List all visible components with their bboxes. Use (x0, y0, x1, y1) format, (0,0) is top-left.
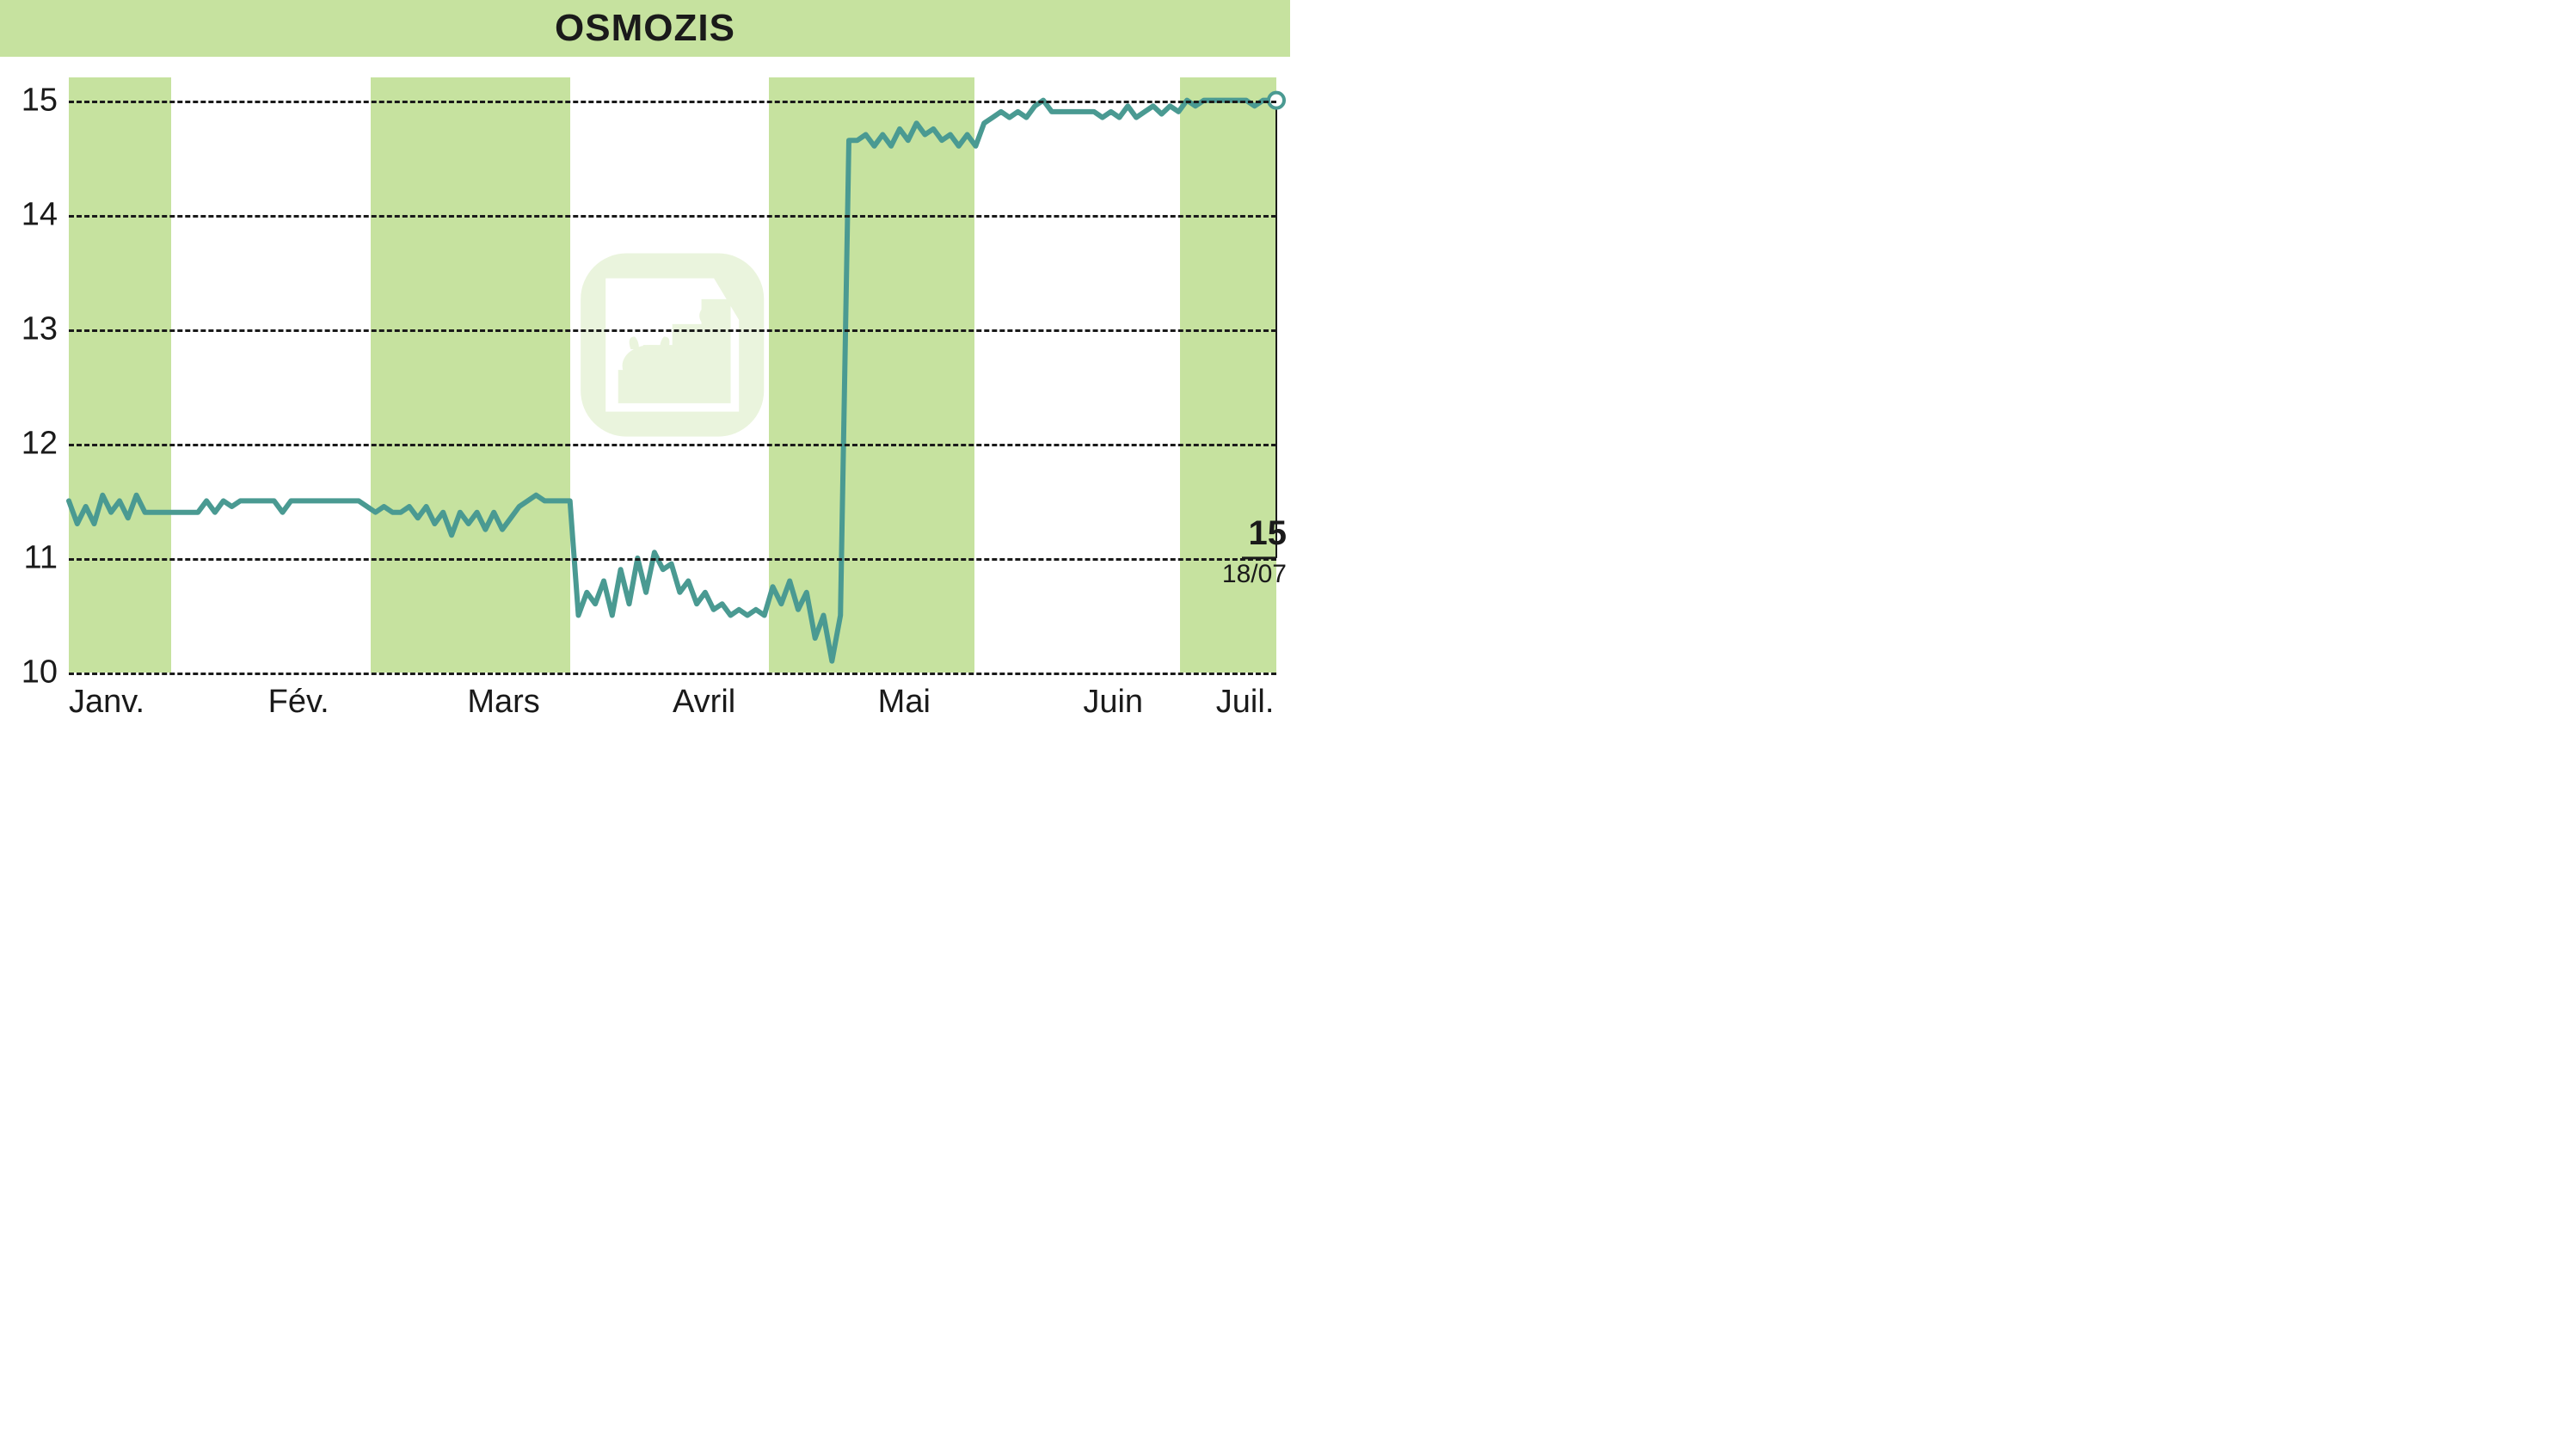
y-tick-label: 13 (22, 310, 58, 347)
x-tick-label: Mars (467, 684, 539, 721)
plot-area (69, 77, 1276, 673)
x-tick-label: Janv. (69, 684, 144, 721)
y-tick-label: 15 (22, 82, 58, 119)
title-bar: OSMOZIS (0, 0, 1290, 57)
y-tick-label: 11 (24, 539, 58, 576)
last-value-label: 15 (1249, 514, 1288, 553)
last-date-label: 18/07 (1222, 560, 1287, 589)
x-tick-label: Juil. (1216, 684, 1275, 721)
grid-line (69, 673, 1276, 675)
y-tick-label: 10 (22, 654, 58, 691)
y-tick-label: 12 (22, 425, 58, 462)
y-axis: 101112131415 (0, 77, 65, 673)
last-date-band (1261, 638, 1276, 673)
y-tick-label: 14 (22, 196, 58, 233)
x-tick-label: Juin (1083, 684, 1143, 721)
grid-line (69, 215, 1276, 218)
price-line-svg (69, 77, 1276, 673)
stock-chart: OSMOZIS 10 11 12 13 14 15 15 18/07 Janv. Fév. M… (0, 0, 1290, 733)
x-tick-label: Avril (673, 684, 735, 721)
grid-line (69, 101, 1276, 103)
grid-line (69, 558, 1276, 561)
grid-line (69, 329, 1276, 332)
x-tick-label: Mai (878, 684, 931, 721)
chart-title: OSMOZIS (555, 7, 735, 49)
grid-line (69, 444, 1276, 446)
x-tick-label: Fév. (268, 684, 329, 721)
price-line (69, 101, 1276, 661)
x-axis: Janv. Fév. Mars Avril Mai Juin Juil. (69, 677, 1276, 733)
